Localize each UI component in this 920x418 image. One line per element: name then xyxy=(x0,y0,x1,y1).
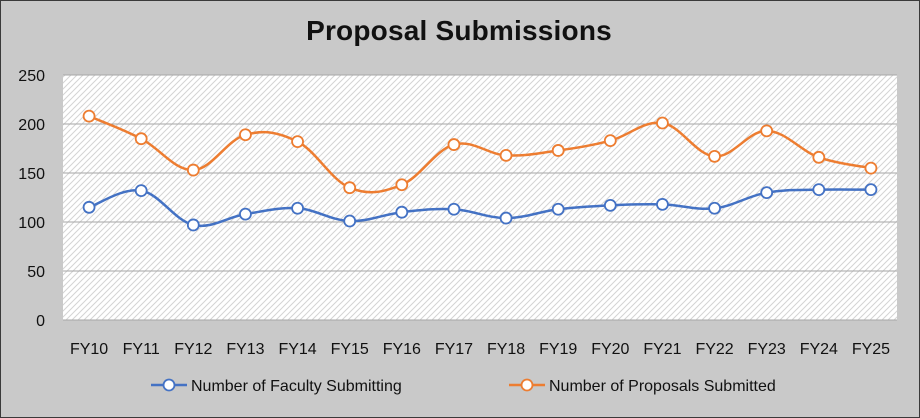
data-point xyxy=(499,148,513,162)
legend-marker xyxy=(520,378,534,392)
data-point xyxy=(551,202,565,216)
data-point xyxy=(239,128,252,142)
legend-item: Number of Proposals Submitted xyxy=(509,378,776,395)
x-tick-label: FY18 xyxy=(487,341,525,358)
data-point xyxy=(760,186,774,200)
x-tick-label: FY25 xyxy=(852,341,890,358)
x-tick-label: FY21 xyxy=(643,341,681,358)
data-point xyxy=(551,144,565,157)
data-point xyxy=(447,202,461,216)
data-point xyxy=(134,184,148,198)
data-point xyxy=(82,200,96,214)
x-tick-label: FY19 xyxy=(539,341,577,358)
data-point xyxy=(343,214,357,228)
x-tick-label: FY12 xyxy=(174,341,212,358)
data-point xyxy=(656,197,669,211)
series-proposals xyxy=(82,109,878,195)
x-tick-label: FY13 xyxy=(226,341,264,358)
plot-background xyxy=(63,75,897,320)
data-point xyxy=(82,109,96,123)
data-point xyxy=(447,138,461,151)
data-point xyxy=(708,149,721,163)
x-tick-label: FY22 xyxy=(695,341,733,358)
data-point xyxy=(186,218,200,232)
legend-label: Number of Faculty Submitting xyxy=(191,378,402,395)
legend-marker xyxy=(162,378,176,392)
data-point xyxy=(239,207,252,221)
x-tick-label: FY10 xyxy=(70,341,108,358)
series-faculty xyxy=(82,183,878,232)
data-point xyxy=(812,150,826,164)
data-point xyxy=(656,116,669,130)
y-tick-label: 200 xyxy=(18,117,45,134)
y-tick-label: 100 xyxy=(18,215,45,232)
x-tick-label: FY11 xyxy=(123,341,160,358)
legend-item: Number of Faculty Submitting xyxy=(151,378,402,395)
data-point xyxy=(864,161,878,175)
chart-title: Proposal Submissions xyxy=(306,15,612,46)
data-point xyxy=(395,178,409,192)
x-axis: FY10 FY11 FY12 FY13 FY14 FY15 FY16 FY17 FY18 FY19… xyxy=(70,341,890,358)
data-point xyxy=(864,183,878,197)
y-tick-label: 50 xyxy=(27,264,45,281)
x-tick-label: FY14 xyxy=(278,341,316,358)
data-point xyxy=(499,211,513,225)
x-tick-label: FY24 xyxy=(800,341,838,358)
data-point xyxy=(291,201,304,215)
series-line xyxy=(88,188,871,228)
series-layer xyxy=(82,109,878,232)
y-tick-label: 150 xyxy=(18,166,45,183)
data-point xyxy=(291,135,304,149)
legend: Number of Faculty Submitting Number of Pr… xyxy=(151,378,776,395)
plot-area xyxy=(63,74,897,321)
x-tick-label: FY15 xyxy=(331,341,369,358)
data-point xyxy=(812,183,826,197)
x-tick-label: FY20 xyxy=(591,341,629,358)
y-axis: 0 50 100 150 200 250 xyxy=(18,68,45,330)
y-tick-label: 250 xyxy=(18,68,45,85)
data-point xyxy=(395,205,409,219)
x-tick-label: FY17 xyxy=(435,341,473,358)
legend-label: Number of Proposals Submitted xyxy=(549,378,776,395)
data-point xyxy=(708,201,721,215)
series-line xyxy=(88,115,872,194)
data-point xyxy=(603,134,617,148)
data-point xyxy=(343,181,357,195)
x-tick-label: FY16 xyxy=(383,341,421,358)
data-point xyxy=(760,124,774,138)
data-point xyxy=(603,198,617,212)
y-tick-label: 0 xyxy=(36,313,45,330)
data-point xyxy=(186,163,200,177)
data-point xyxy=(134,132,148,146)
x-tick-label: FY23 xyxy=(748,341,786,358)
